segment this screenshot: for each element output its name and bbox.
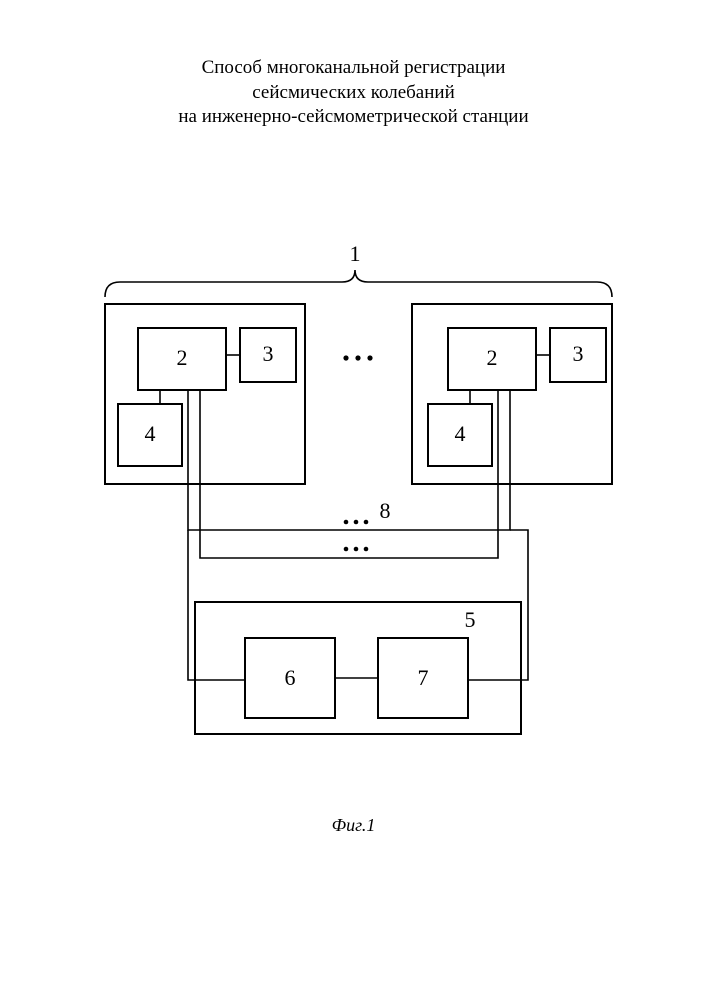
group-left bbox=[105, 304, 305, 484]
conn-left-b bbox=[200, 484, 307, 558]
label-7: 7 bbox=[418, 665, 429, 690]
conn-right-a bbox=[404, 484, 498, 558]
label-8: 8 bbox=[380, 498, 391, 523]
conn-left-a bbox=[188, 484, 307, 530]
label-5: 5 bbox=[465, 607, 476, 632]
label-4-left: 4 bbox=[145, 421, 156, 446]
conn-bus-7 bbox=[510, 530, 528, 680]
label-2-right: 2 bbox=[487, 345, 498, 370]
ellipsis-bus-2 bbox=[344, 547, 369, 552]
label-3-right: 3 bbox=[573, 341, 584, 366]
brace-top bbox=[105, 270, 612, 297]
ellipsis-top bbox=[343, 355, 372, 360]
label-6: 6 bbox=[285, 665, 296, 690]
conn-right-b bbox=[404, 484, 510, 530]
diagram: 1 2 3 4 2 3 4 8 bbox=[0, 0, 707, 1000]
label-2-left: 2 bbox=[177, 345, 188, 370]
group-right bbox=[412, 304, 612, 484]
label-4-right: 4 bbox=[455, 421, 466, 446]
conn-bus-6 bbox=[188, 530, 195, 680]
ellipsis-bus-1 bbox=[344, 520, 369, 525]
label-3-left: 3 bbox=[263, 341, 274, 366]
conn-bus-6b bbox=[200, 558, 290, 638]
label-1: 1 bbox=[350, 241, 361, 266]
conn-bus-7b bbox=[423, 558, 498, 638]
figure-label: Фиг.1 bbox=[0, 815, 707, 836]
